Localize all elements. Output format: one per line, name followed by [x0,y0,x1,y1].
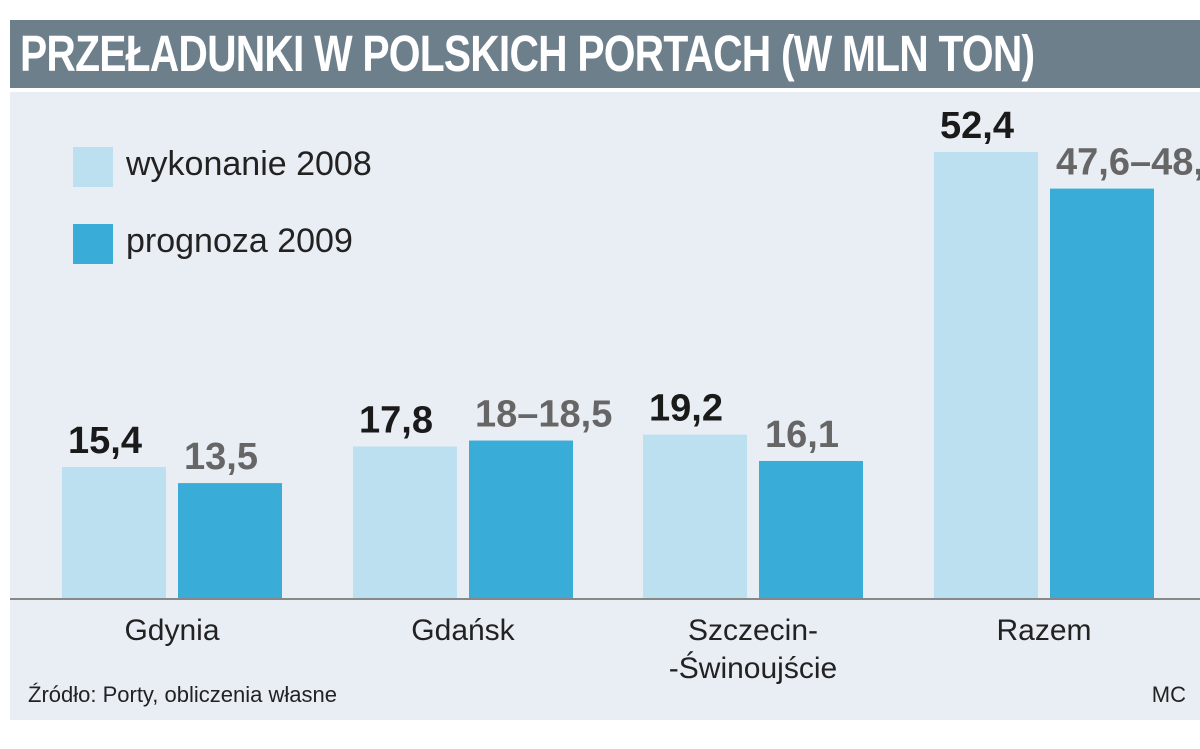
category-label-0: Gdynia [124,614,219,647]
data-label-2008-2: 19,2 [649,388,723,430]
bar-2009-3 [1050,188,1154,598]
bar-chart: 15,4 13,5 Gdynia 17,8 18–18,5 Gdańsk 19,2 16,1 S… [10,105,1200,685]
author-initials: MC [1151,682,1186,707]
title-bar: PRZEŁADUNKI W POLSKICH PORTACH (W MLN TO… [10,20,1200,88]
legend-label-2009: prognoza 2009 [126,222,353,260]
data-label-2009-3: 47,6–48,1 [1056,142,1200,184]
data-label-2009-1: 18–18,5 [475,394,612,436]
bar-2009-1 [469,440,573,598]
chart-area: 15,4 13,5 Gdynia 17,8 18–18,5 Gdańsk 19,2 16,1 S… [10,92,1200,720]
bar-2008-3 [934,152,1038,598]
source-note: Źródło: Porty, obliczenia własne [28,682,337,707]
legend-label-2008: wykonanie 2008 [126,145,372,183]
data-label-2008-0: 15,4 [68,420,142,462]
legend-swatch-2009 [73,224,113,264]
category-label-2: Szczecin--Świnoujście [669,614,837,685]
bar-2009-2 [759,460,863,598]
bar-2008-1 [353,446,457,598]
data-label-2009-0: 13,5 [184,436,258,478]
legend-swatch-2008 [73,147,113,187]
category-label-1: Gdańsk [411,614,515,647]
data-label-2008-1: 17,8 [359,399,433,441]
bar-2009-0 [178,483,282,598]
data-label-2009-2: 16,1 [765,414,839,456]
category-label-3: Razem [996,614,1091,647]
data-label-2008-3: 52,4 [940,105,1014,147]
chart-title: PRZEŁADUNKI W POLSKICH PORTACH (W MLN TO… [20,25,1035,82]
bar-2008-2 [643,434,747,598]
bar-2008-0 [62,466,166,598]
